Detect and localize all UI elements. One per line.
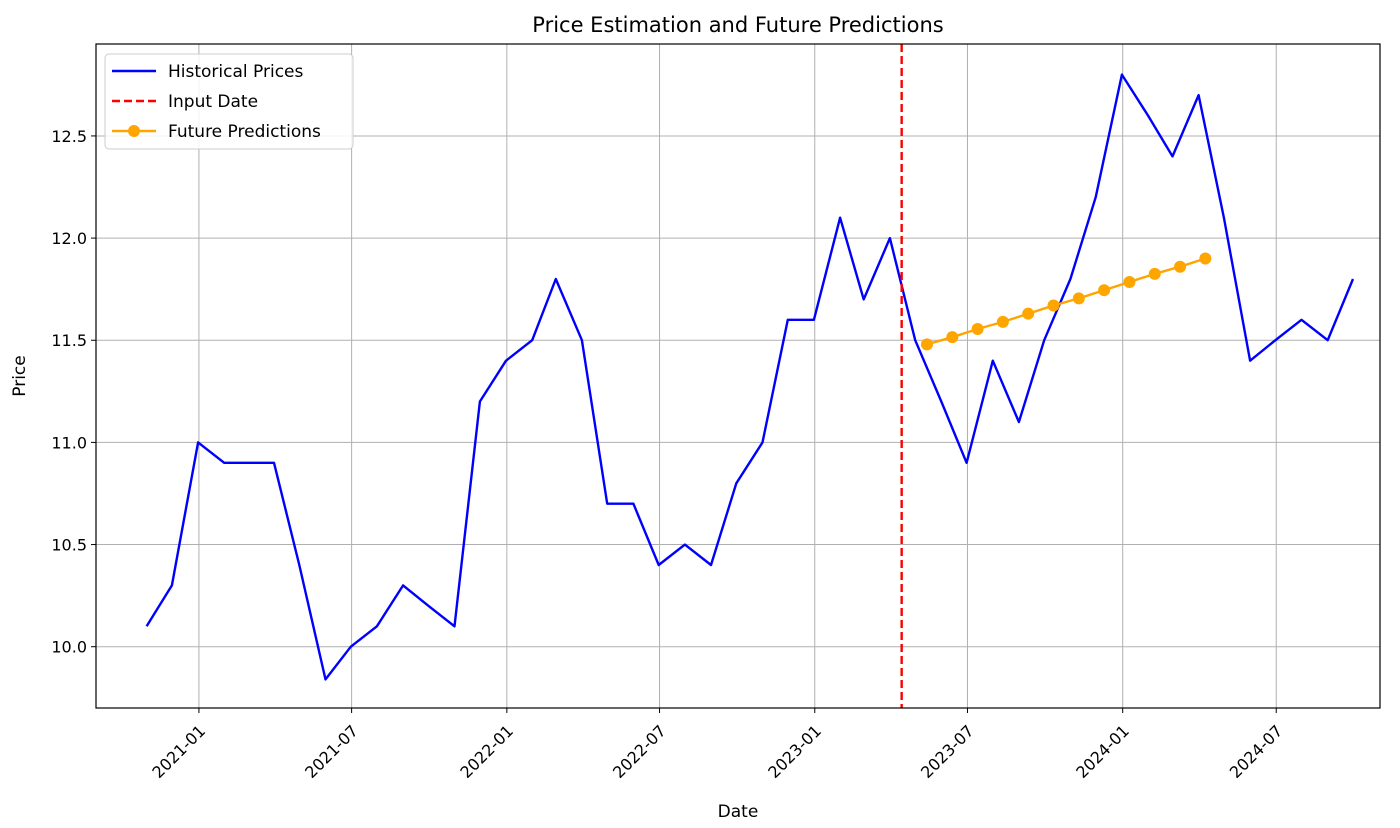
prediction-point bbox=[920, 338, 933, 351]
legend-label-historical: Historical Prices bbox=[168, 62, 304, 82]
prediction-point bbox=[946, 331, 959, 344]
prediction-point bbox=[1047, 299, 1060, 312]
prediction-point bbox=[1123, 276, 1136, 289]
prediction-point bbox=[1174, 260, 1187, 273]
y-tick-label: 12.0 bbox=[51, 229, 87, 248]
prediction-point bbox=[996, 315, 1009, 328]
prediction-point bbox=[971, 323, 984, 336]
prediction-point bbox=[1148, 267, 1161, 280]
legend-marker-predictions bbox=[128, 125, 140, 137]
legend-label-input-date: Input Date bbox=[168, 92, 258, 112]
prediction-point bbox=[1199, 252, 1212, 265]
prediction-point bbox=[1072, 292, 1085, 305]
y-tick-label: 11.0 bbox=[51, 433, 87, 452]
grid bbox=[96, 44, 1380, 708]
prediction-point bbox=[1098, 284, 1111, 297]
legend-label-predictions: Future Predictions bbox=[168, 122, 321, 142]
plot-frame bbox=[95, 43, 1381, 709]
x-axis-label: Date bbox=[718, 802, 759, 822]
chart-title: Price Estimation and Future Predictions bbox=[532, 13, 943, 37]
y-tick-label: 10.5 bbox=[51, 536, 87, 555]
prediction-point bbox=[1022, 307, 1035, 320]
y-axis-label: Price bbox=[10, 355, 30, 396]
y-tick-label: 10.0 bbox=[51, 638, 87, 657]
plot-content bbox=[145, 44, 1355, 708]
y-tick-label: 12.5 bbox=[51, 127, 87, 146]
legend-box bbox=[104, 53, 354, 150]
y-tick-label: 11.5 bbox=[51, 331, 87, 350]
legend: Historical Prices Input Date Future Pred… bbox=[104, 53, 354, 150]
series-line-historical-prices bbox=[145, 73, 1355, 681]
